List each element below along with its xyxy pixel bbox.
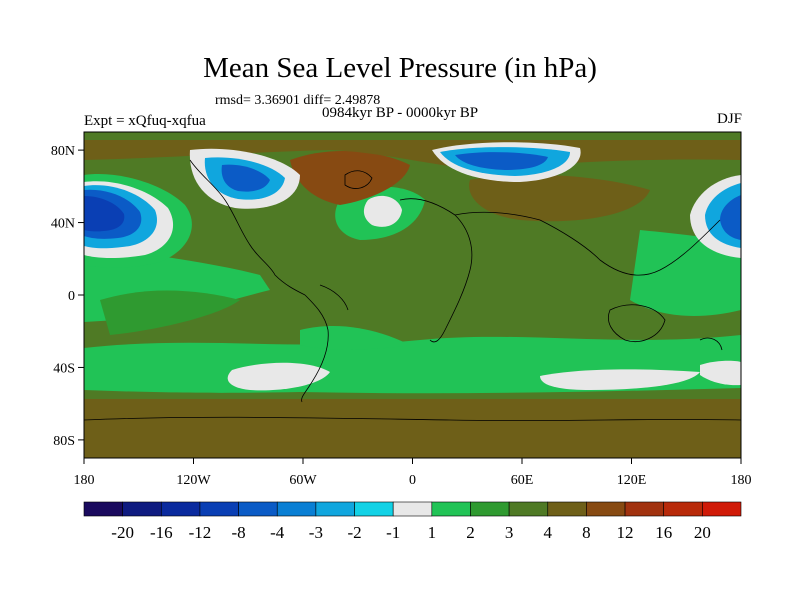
colorbar-label: 16 <box>655 523 672 542</box>
colorbar-label: 20 <box>694 523 711 542</box>
colorbar-box <box>199 501 239 517</box>
stats-label: rmsd= 3.36901 diff= 2.49878 <box>215 93 381 108</box>
field-wpacific-green <box>630 230 741 316</box>
season-label: DJF <box>716 111 742 127</box>
colorbar-box <box>392 501 433 517</box>
lon-tick-label: 60E <box>511 473 534 488</box>
colorbar-box <box>624 501 665 517</box>
lon-tick-label: 60W <box>289 473 317 488</box>
map-fields <box>84 132 741 458</box>
field-asia-brown <box>469 174 650 222</box>
colorbar-box <box>547 501 587 517</box>
field-npacific-low-5 <box>84 196 125 232</box>
colorbar-box <box>663 501 703 517</box>
colorbar-labels: -20 -16 -12 -8 -4 -3 -2 -1 1 2 3 4 8 12 16 20 <box>111 523 711 542</box>
lat-tick-label: 80S <box>53 434 75 449</box>
colorbar-label: -12 <box>189 523 212 542</box>
colorbar-box <box>122 501 162 517</box>
colorbar-box <box>83 501 123 517</box>
colorbar-label: -8 <box>232 523 246 542</box>
lon-tick-label: 0 <box>409 473 416 488</box>
chart-title: Mean Sea Level Pressure (in hPa) <box>203 52 597 84</box>
lon-tick-label: 120E <box>617 473 647 488</box>
coastlines <box>84 159 741 421</box>
period-label: 0984kyr BP - 0000kyr BP <box>322 105 479 121</box>
colorbar-box <box>160 501 201 517</box>
colorbar-label: -2 <box>347 523 361 542</box>
field-atlantic-white <box>363 195 402 227</box>
field-pacific-mid <box>100 290 240 335</box>
experiment-label: Expt = xQfuq-xqfua <box>84 113 206 129</box>
map-axes: 180 120W 60W 0 60E 120E 180 80N 40N 0 40S 80S <box>51 144 752 488</box>
field-spacific-white <box>227 362 330 391</box>
colorbar-label: -4 <box>270 523 285 542</box>
colorbar-box <box>238 501 278 517</box>
colorbar-label: -20 <box>111 523 134 542</box>
lat-tick-label: 40S <box>53 361 75 376</box>
lon-tick-label: 180 <box>74 473 95 488</box>
colorbar-box <box>354 501 394 517</box>
colorbar-label: 12 <box>617 523 634 542</box>
colorbar-box <box>315 501 355 517</box>
lat-tick-label: 80N <box>51 144 75 159</box>
field-antarctic <box>84 395 741 458</box>
lat-tick-label: 0 <box>68 289 75 304</box>
colorbar-label: 3 <box>505 523 514 542</box>
field-swpacific-white <box>700 360 741 386</box>
colorbar-label: 8 <box>582 523 591 542</box>
colorbar-box <box>470 501 510 517</box>
colorbar-label: 4 <box>544 523 553 542</box>
colorbar-label: -16 <box>150 523 173 542</box>
colorbar-box <box>586 501 626 517</box>
colorbar-box <box>276 501 317 517</box>
lon-tick-label: 120W <box>176 473 211 488</box>
field-greenland-brown <box>290 150 410 205</box>
field-sindian-white <box>540 369 700 390</box>
colorbar-label: 2 <box>466 523 475 542</box>
colorbar-box <box>702 501 742 517</box>
lon-tick-label: 180 <box>731 473 752 488</box>
colorbar-label: -1 <box>386 523 400 542</box>
field-namerica-3 <box>221 164 270 192</box>
colorbar-label: -3 <box>309 523 323 542</box>
colorbar-box <box>508 501 549 517</box>
colorbar-box <box>431 501 471 517</box>
colorbar-boxes <box>83 501 742 517</box>
field-npacific-east-3 <box>720 195 741 240</box>
colorbar-label: 1 <box>428 523 437 542</box>
lat-tick-label: 40N <box>51 217 75 232</box>
field-siberia-3 <box>455 152 548 170</box>
